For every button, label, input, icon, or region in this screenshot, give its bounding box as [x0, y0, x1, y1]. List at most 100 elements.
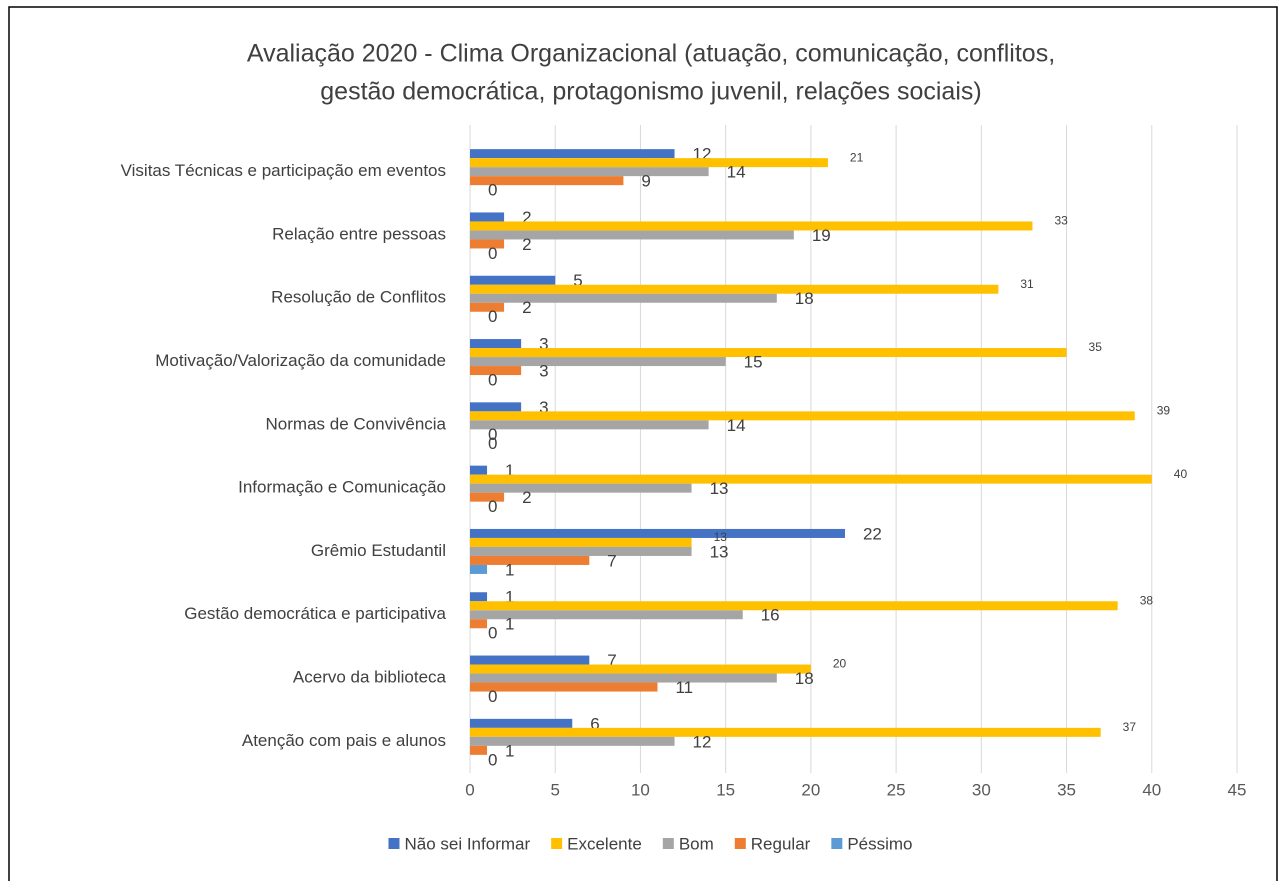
bar — [470, 492, 505, 502]
data-label: 0 — [488, 624, 497, 643]
data-label: 3 — [539, 335, 548, 354]
bar — [470, 601, 1118, 611]
legend-swatch — [662, 838, 674, 849]
bar — [470, 158, 828, 168]
data-label: 1 — [505, 461, 514, 480]
bar — [470, 727, 1101, 737]
bar — [470, 673, 777, 683]
data-label: 9 — [641, 172, 650, 191]
data-label: 3 — [539, 398, 548, 417]
data-label: 1 — [505, 588, 514, 607]
data-label: 18 — [795, 289, 814, 308]
frame — [8, 6, 1278, 881]
bar — [470, 212, 505, 222]
bar — [470, 528, 845, 538]
y-tick-label: Gestão democrática e participativa — [184, 604, 446, 623]
bar — [470, 537, 692, 547]
data-label: 7 — [607, 551, 616, 570]
y-tick-label: Grêmio Estudantil — [311, 541, 446, 560]
x-tick-label: 10 — [631, 780, 650, 799]
x-tick-label: 0 — [465, 780, 474, 799]
y-tick-label: Normas de Convivência — [266, 414, 447, 433]
data-label: 7 — [607, 651, 616, 670]
legend-label: Péssimo — [847, 834, 912, 853]
bar — [470, 176, 624, 186]
data-label: 15 — [744, 353, 763, 372]
y-tick-label: Atenção com pais e alunos — [242, 731, 446, 750]
data-label: 0 — [488, 687, 497, 706]
data-label: 2 — [522, 298, 531, 317]
data-label: 2 — [522, 488, 531, 507]
bar — [470, 465, 488, 475]
bar — [470, 302, 505, 312]
data-label: 2 — [522, 208, 531, 227]
chart-title: Avaliação 2020 - Clima Organizacional (a… — [247, 40, 1055, 68]
data-label: 13 — [710, 542, 729, 561]
data-label: 0 — [488, 425, 497, 444]
y-tick-label: Visitas Técnicas e participação em event… — [121, 161, 446, 180]
data-label: 0 — [488, 244, 497, 263]
data-label: 13 — [714, 530, 728, 544]
x-tick-label: 45 — [1228, 780, 1247, 799]
data-label: 19 — [812, 226, 831, 245]
data-label: 3 — [539, 362, 548, 381]
data-label: 0 — [488, 497, 497, 516]
legend-label: Excelente — [567, 834, 642, 853]
legend-label: Regular — [751, 834, 811, 853]
bar — [470, 230, 794, 240]
bar — [470, 546, 692, 556]
legend-swatch — [551, 838, 563, 849]
y-tick-label: Informação e Comunicação — [238, 478, 446, 497]
bar — [470, 402, 522, 412]
bar — [470, 149, 675, 159]
bar — [470, 339, 522, 349]
legend-label: Não sei Informar — [404, 834, 530, 853]
data-label: 1 — [505, 560, 514, 579]
y-tick-label: Motivação/Valorização da comunidade — [155, 351, 446, 370]
bar — [470, 564, 488, 574]
data-label: 39 — [1157, 404, 1171, 418]
data-label: 0 — [488, 181, 497, 200]
bar — [470, 682, 658, 692]
bar — [470, 348, 1067, 358]
bar — [470, 366, 522, 376]
data-label: 14 — [727, 416, 746, 435]
bar — [470, 275, 556, 285]
data-label: 40 — [1174, 467, 1188, 481]
bar — [470, 420, 709, 430]
data-label: 1 — [505, 615, 514, 634]
legend-swatch — [734, 838, 746, 849]
x-tick-label: 15 — [716, 780, 735, 799]
bar — [470, 357, 726, 367]
legend-swatch — [831, 838, 843, 849]
data-label: 0 — [488, 307, 497, 326]
y-tick-label: Resolução de Conflitos — [271, 288, 446, 307]
data-label: 33 — [1054, 214, 1068, 228]
bar — [470, 592, 488, 602]
legend-swatch — [388, 838, 400, 849]
chart-title: gestão democrática, protagonismo juvenil… — [320, 78, 981, 106]
data-label: 35 — [1089, 340, 1103, 354]
bar — [470, 718, 573, 728]
data-label: 5 — [573, 271, 582, 290]
x-tick-label: 40 — [1142, 780, 1161, 799]
data-label: 22 — [863, 524, 882, 543]
data-label: 20 — [833, 657, 847, 671]
data-label: 0 — [488, 750, 497, 769]
y-tick-label: Relação entre pessoas — [272, 224, 446, 243]
data-label: 37 — [1123, 720, 1137, 734]
bar — [470, 619, 488, 629]
data-label: 18 — [795, 669, 814, 688]
x-tick-label: 25 — [887, 780, 906, 799]
bar — [470, 610, 743, 620]
data-label: 14 — [727, 163, 746, 182]
x-tick-label: 30 — [972, 780, 991, 799]
bar — [470, 284, 999, 294]
bar — [470, 655, 590, 665]
data-label: 12 — [693, 732, 712, 751]
bar — [470, 411, 1135, 421]
bar — [470, 745, 488, 755]
data-label: 31 — [1020, 277, 1034, 291]
data-label: 0 — [488, 434, 497, 453]
